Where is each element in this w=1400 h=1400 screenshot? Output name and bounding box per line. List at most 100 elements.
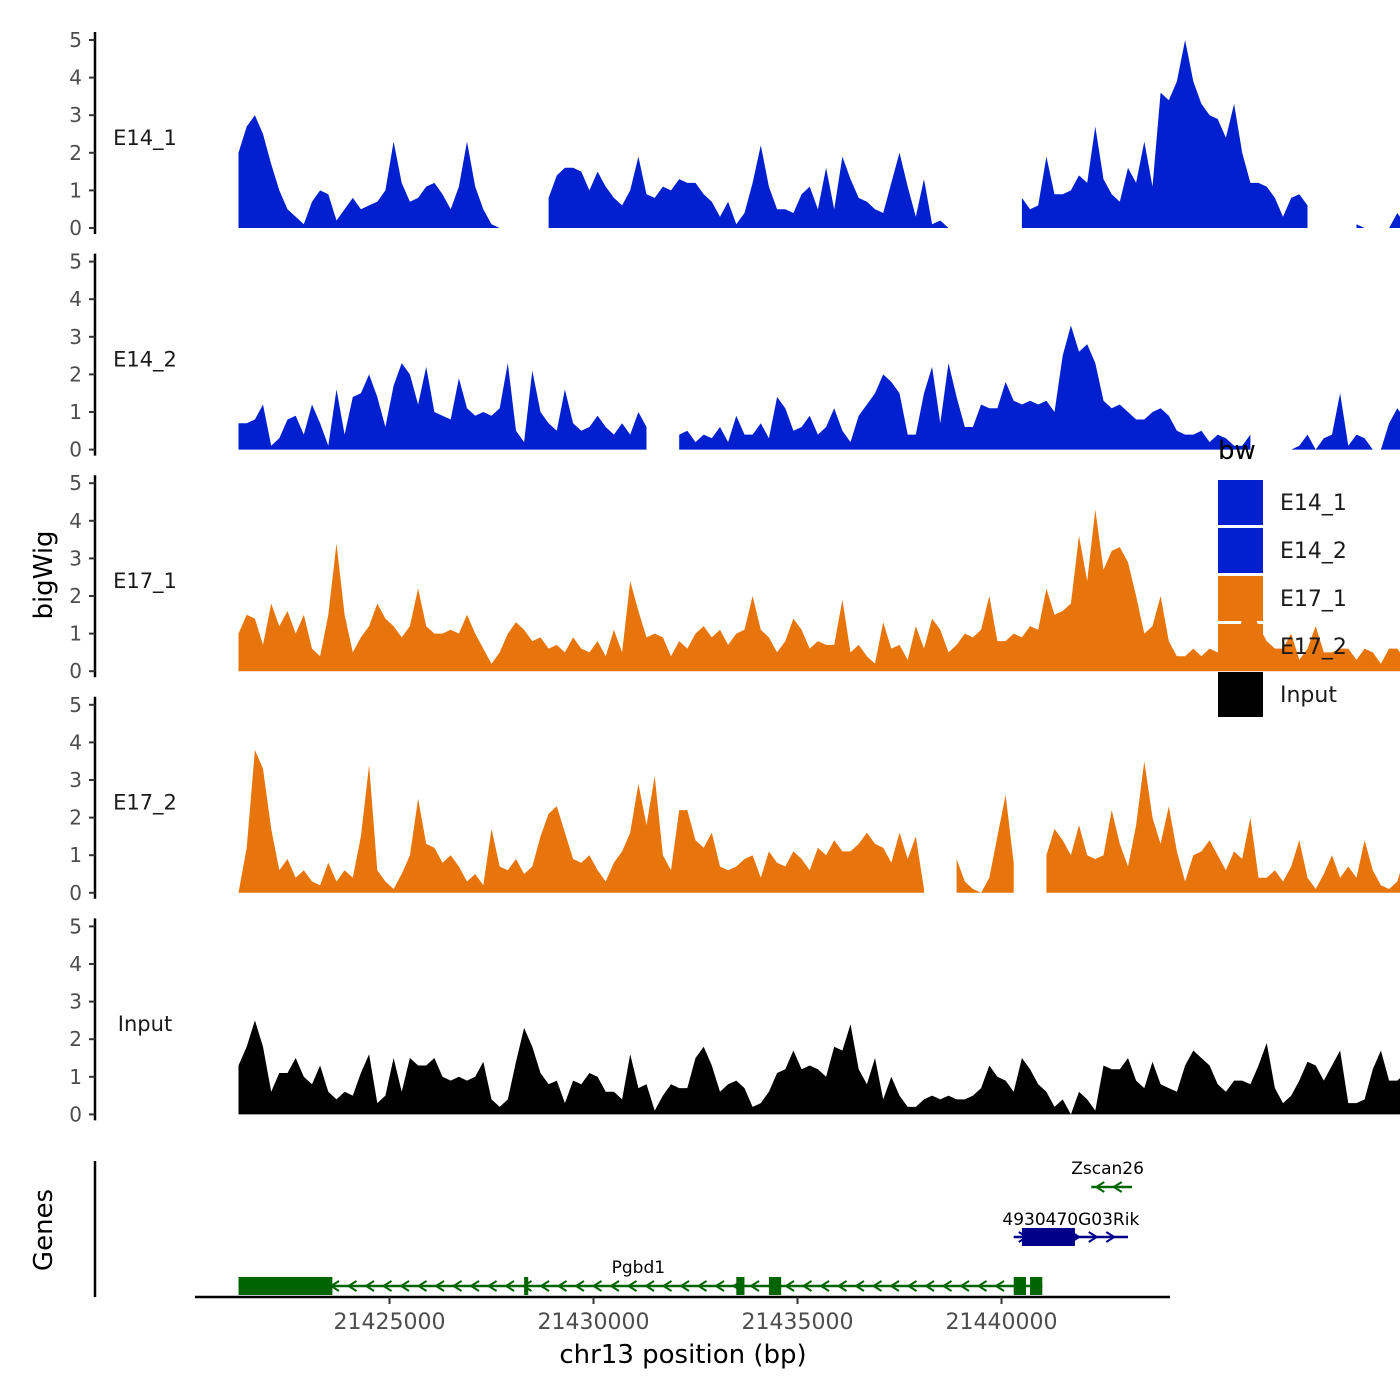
gene-exon [1021,1228,1075,1246]
x-axis-title: chr13 position (bp) [559,1340,806,1370]
y-tick-label: 2 [69,1027,82,1051]
track-label: Input [118,1012,172,1036]
gene-Pgbd1: Pgbd1 [238,1258,1043,1295]
strand-arrow [591,1280,603,1292]
strand-arrow [521,1280,533,1292]
strand-arrow [1094,1181,1105,1193]
strand-arrow [959,1280,970,1292]
strand-arrow [364,1280,375,1292]
coverage-tracks: 0 1 2 3 4 5 E14_1 0 1 2 3 4 5 E14_2 0 1 2 3 4 5 E17_1 0 1 2 3 4 5 E… [69,28,1400,1126]
strand-arrow [504,1280,515,1292]
strand-arrow [976,1280,988,1292]
gene-exon [238,1277,333,1295]
legend-label: Input [1280,683,1337,708]
y-tick-label: 1 [69,843,82,867]
strand-arrow [381,1280,393,1292]
coverage-area-Input [238,1020,1400,1115]
strand-arrow [556,1280,568,1292]
strand-arrow [1088,1231,1099,1243]
genes-axis-title: Genes [29,1189,59,1271]
legend-swatch [1218,576,1263,621]
legend-swatch [1218,480,1263,525]
legend-label: E17_2 [1280,635,1347,660]
coverage-area-E14_1 [1021,40,1308,228]
legend-title: bw [1218,436,1256,466]
strand-arrow [1105,1231,1117,1243]
coverage-area-E14_1 [1356,213,1400,228]
y-axis-title: bigWig [29,530,59,619]
coverage-area-E14_2 [1283,393,1400,450]
y-tick-label: 3 [69,325,82,349]
track-E17_1: 0 1 2 3 4 5 E17_1 [69,471,1400,683]
strand-arrow [609,1280,620,1292]
gene-exon [524,1277,529,1295]
track-label: E14_2 [113,347,177,372]
legend: bw E14_1 E14_2 E17_1 E17_2 Input [1218,436,1347,717]
strand-arrow [574,1280,585,1292]
y-tick-label: 3 [69,546,82,570]
legend-label: E17_1 [1280,587,1347,612]
strand-arrow [854,1280,865,1292]
coverage-area-E17_2 [238,749,924,893]
y-tick-label: 3 [69,990,82,1014]
strand-arrow [924,1280,935,1292]
y-tick-label: 0 [69,1102,82,1126]
gene-exon [1030,1277,1043,1295]
y-tick-label: 5 [69,28,82,52]
strand-arrow [661,1280,673,1292]
y-tick-label: 2 [69,362,82,386]
strand-arrow [346,1280,358,1292]
y-tick-label: 1 [69,178,82,202]
track-E14_2: 0 1 2 3 4 5 E14_2 [69,250,1400,462]
y-tick-label: 1 [69,1065,82,1089]
gene-label: 4930470G03Rik [1002,1210,1139,1230]
y-tick-label: 3 [69,768,82,792]
y-tick-label: 0 [69,881,82,905]
strand-arrow [539,1280,550,1292]
x-tick-label: 21440000 [946,1310,1058,1335]
genes-panel: Zscan26 4930470G03Rik Pgbd1 [93,1159,1144,1297]
strand-arrow [784,1280,795,1292]
y-tick-label: 0 [69,438,82,462]
legend-swatch [1218,528,1263,573]
strand-arrow [871,1280,883,1292]
strand-arrow [399,1280,410,1292]
coverage-area-E14_2 [679,325,1251,450]
y-tick-label: 1 [69,400,82,424]
y-tick-label: 2 [69,806,82,830]
strand-arrow [836,1280,848,1292]
legend-label: E14_1 [1280,491,1347,516]
y-tick-label: 4 [69,287,82,311]
y-tick-label: 4 [69,509,82,533]
strand-arrow [994,1280,1005,1292]
strand-arrow [679,1280,690,1292]
x-tick-label: 21430000 [538,1310,650,1335]
track-E17_2: 0 1 2 3 4 5 E17_2 [69,693,1400,905]
track-label: E17_2 [113,791,177,816]
strand-arrow [714,1280,725,1292]
x-tick-label: 21435000 [742,1310,854,1335]
strand-arrow [801,1280,813,1292]
strand-arrow [416,1280,428,1292]
coverage-area-E17_2 [1046,761,1400,893]
gene-exon [736,1277,745,1295]
coverage-area-E17_2 [956,795,1014,893]
track-label: E14_1 [113,126,177,151]
y-tick-label: 2 [69,584,82,608]
strand-arrow [941,1280,953,1292]
gene-4930470G03Rik: 4930470G03Rik [1002,1210,1139,1246]
y-tick-label: 4 [69,66,82,90]
coverage-area-E14_2 [238,363,647,450]
y-tick-label: 1 [69,622,82,646]
y-tick-label: 5 [69,471,82,495]
genes-layer: Zscan26 4930470G03Rik Pgbd1 [238,1159,1144,1295]
track-label: E17_1 [113,569,177,594]
strand-arrow [626,1280,638,1292]
x-axis: 21425000 21430000 21435000 21440000 [195,1295,1170,1335]
y-tick-label: 5 [69,250,82,274]
strand-arrow [1111,1181,1123,1193]
y-tick-label: 5 [69,914,82,938]
strand-arrow [749,1280,760,1292]
y-tick-label: 5 [69,693,82,717]
